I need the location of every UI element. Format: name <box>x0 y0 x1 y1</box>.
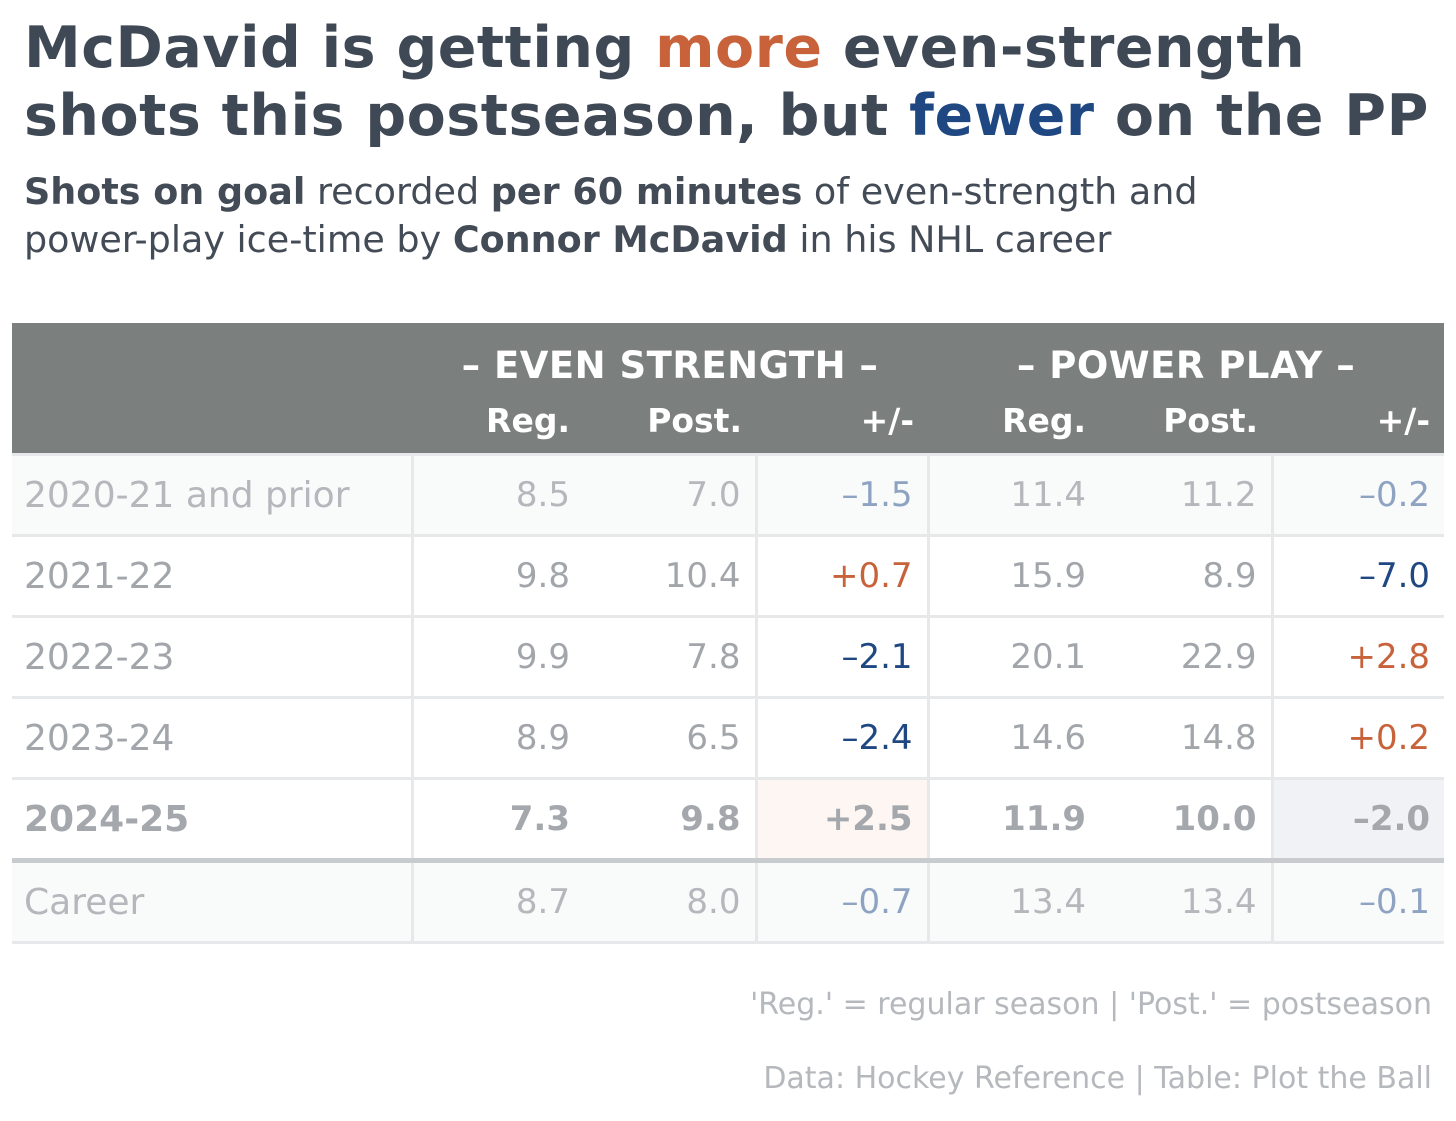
subtitle-bold-1: Shots on goal <box>24 170 306 213</box>
row-label: 2023-24 <box>12 697 412 780</box>
title-part-3: shots this postseason, but <box>24 83 910 149</box>
cell-pp-reg: 20.1 <box>926 616 1101 699</box>
table-row-current-season: 2024-25 7.3 9.8 +2.5 11.9 10.0 –2.0 <box>12 778 1445 863</box>
col-header-es-reg: Reg. <box>412 387 584 455</box>
cell-es-diff: –2.1 <box>754 616 929 699</box>
chart-subtitle: Shots on goal recorded per 60 minutes of… <box>24 168 1444 264</box>
cell-pp-diff: +2.8 <box>1270 616 1445 699</box>
cell-pp-reg: 11.9 <box>926 778 1101 863</box>
cell-es-diff: –0.7 <box>754 860 929 944</box>
table-row-career: Career 8.7 8.0 –0.7 13.4 13.4 –0.1 <box>12 860 1445 944</box>
table-body: 2020-21 and prior 8.5 7.0 –1.5 11.4 11.2… <box>12 453 1445 944</box>
cell-pp-post: 11.2 <box>1100 453 1273 537</box>
row-label: Career <box>12 860 412 944</box>
cell-es-reg: 8.9 <box>410 697 584 780</box>
table-row: 2022-23 9.9 7.8 –2.1 20.1 22.9 +2.8 <box>12 616 1445 699</box>
cell-es-post: 10.4 <box>584 535 756 618</box>
row-label: 2021-22 <box>12 535 412 618</box>
column-header-row: Reg. Post. +/- Reg. Post. +/- <box>12 387 1445 455</box>
cell-pp-diff: –0.1 <box>1270 860 1445 944</box>
subtitle-text-4: in his NHL career <box>787 218 1112 261</box>
cell-es-post: 9.8 <box>584 778 756 863</box>
cell-pp-reg: 13.4 <box>926 860 1101 944</box>
cell-pp-reg: 11.4 <box>926 453 1101 537</box>
title-part-4: on the PP <box>1094 83 1429 149</box>
cell-pp-post: 14.8 <box>1100 697 1273 780</box>
title-part-1: McDavid is getting <box>24 15 656 81</box>
title-word-fewer: fewer <box>909 83 1095 149</box>
table-row: 2021-22 9.8 10.4 +0.7 15.9 8.9 –7.0 <box>12 535 1445 618</box>
cell-es-post: 7.8 <box>584 616 756 699</box>
row-label: 2020-21 and prior <box>12 453 412 537</box>
title-word-more: more <box>655 15 823 81</box>
group-header-even-strength: – EVEN STRENGTH – <box>412 323 929 387</box>
cell-es-post: 8.0 <box>584 860 756 944</box>
group-header-row: – EVEN STRENGTH – – POWER PLAY – <box>12 323 1445 387</box>
cell-pp-diff: –0.2 <box>1270 453 1445 537</box>
col-header-pp-diff: +/- <box>1272 387 1445 455</box>
subtitle-text-3: power-play ice-time by <box>24 218 453 261</box>
cell-es-post: 6.5 <box>584 697 756 780</box>
subtitle-bold-3: Connor McDavid <box>452 218 788 261</box>
cell-pp-post: 8.9 <box>1100 535 1273 618</box>
group-header-power-play: – POWER PLAY – <box>928 323 1445 387</box>
col-header-es-diff: +/- <box>756 387 929 455</box>
cell-es-reg: 7.3 <box>410 778 584 863</box>
col-header-es-post: Post. <box>584 387 756 455</box>
cell-es-reg: 8.5 <box>410 453 584 537</box>
subtitle-text-1: recorded <box>305 170 491 213</box>
cell-pp-diff: +0.2 <box>1270 697 1445 780</box>
table-row: 2020-21 and prior 8.5 7.0 –1.5 11.4 11.2… <box>12 453 1445 537</box>
legend-note: 'Reg.' = regular season | 'Post.' = post… <box>750 987 1432 1022</box>
source-note: Data: Hockey Reference | Table: Plot the… <box>763 1061 1432 1096</box>
cell-pp-reg: 15.9 <box>926 535 1101 618</box>
row-label: 2022-23 <box>12 616 412 699</box>
header-blank <box>12 323 412 387</box>
cell-pp-post: 10.0 <box>1100 778 1273 863</box>
table-header: – EVEN STRENGTH – – POWER PLAY – Reg. Po… <box>12 323 1445 455</box>
cell-es-diff: –2.4 <box>754 697 929 780</box>
header-blank-sub <box>12 387 412 455</box>
title-part-2: even-strength <box>822 15 1306 81</box>
cell-pp-reg: 14.6 <box>926 697 1101 780</box>
cell-es-reg: 9.8 <box>410 535 584 618</box>
cell-es-diff: +0.7 <box>754 535 929 618</box>
cell-es-post: 7.0 <box>584 453 756 537</box>
cell-es-reg: 8.7 <box>410 860 584 944</box>
col-header-pp-reg: Reg. <box>928 387 1101 455</box>
cell-pp-post: 13.4 <box>1100 860 1273 944</box>
table-row: 2023-24 8.9 6.5 –2.4 14.6 14.8 +0.2 <box>12 697 1445 780</box>
col-header-pp-post: Post. <box>1100 387 1273 455</box>
cell-pp-post: 22.9 <box>1100 616 1273 699</box>
row-label: 2024-25 <box>12 778 412 863</box>
cell-es-diff: –1.5 <box>754 453 929 537</box>
cell-es-reg: 9.9 <box>410 616 584 699</box>
subtitle-text-2: of even-strength and <box>802 170 1198 213</box>
cell-es-diff: +2.5 <box>754 778 929 863</box>
cell-pp-diff: –2.0 <box>1270 778 1445 863</box>
subtitle-bold-2: per 60 minutes <box>490 170 803 213</box>
shots-table: – EVEN STRENGTH – – POWER PLAY – Reg. Po… <box>12 323 1445 944</box>
cell-pp-diff: –7.0 <box>1270 535 1445 618</box>
chart-title: McDavid is getting more even-strength sho… <box>24 14 1444 150</box>
